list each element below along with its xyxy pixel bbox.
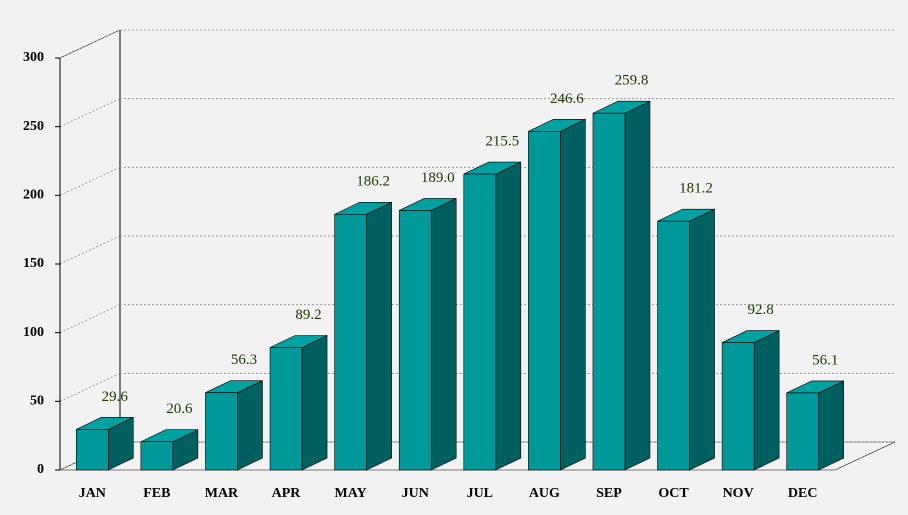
y-tick-label: 250 [23, 119, 44, 134]
bar-side [366, 201, 392, 471]
grid-line [59, 98, 121, 128]
bar-side [560, 118, 586, 471]
value-label: 89.2 [295, 307, 321, 323]
value-label: 29.6 [102, 389, 129, 405]
x-tick-label: SEP [596, 486, 622, 501]
x-tick-label: OCT [658, 486, 689, 501]
bar [75, 429, 109, 471]
bar [334, 213, 367, 471]
bar [269, 347, 303, 471]
bar [657, 220, 690, 471]
value-label: 259.8 [615, 73, 649, 89]
x-tick-label: JAN [79, 486, 106, 501]
value-label: 56.1 [812, 352, 838, 368]
value-label: 215.5 [485, 133, 519, 149]
bar-side [495, 161, 522, 471]
grid-line [59, 166, 121, 196]
x-tick-label: APR [272, 486, 302, 501]
bar [528, 131, 561, 471]
y-tick-label: 0 [37, 462, 44, 477]
x-tick-label: MAY [335, 486, 367, 501]
x-tick-label: FEB [143, 486, 170, 501]
bar [463, 173, 497, 471]
value-label: 246.6 [550, 91, 584, 107]
bar-side [301, 335, 328, 471]
y-tick-label: 150 [23, 256, 44, 271]
grid-line [59, 304, 121, 334]
bar-side [237, 380, 263, 471]
value-label: 56.3 [231, 352, 257, 368]
bar [205, 392, 238, 471]
y-tick-label: 100 [23, 325, 44, 340]
bar-side [430, 197, 457, 471]
bar [592, 112, 626, 471]
bar [721, 342, 755, 471]
value-label: 181.2 [679, 181, 713, 197]
value-label: 20.6 [166, 401, 193, 417]
bars [75, 100, 845, 471]
bar [140, 441, 174, 471]
grid-line [59, 372, 121, 402]
value-label: 189.0 [421, 170, 455, 186]
bar [398, 210, 432, 471]
bar-side [753, 330, 780, 471]
bar [786, 392, 820, 471]
x-tick-label: JUL [467, 486, 493, 501]
value-label: 92.8 [748, 302, 774, 318]
value-label: 186.2 [356, 174, 390, 190]
bar-side [624, 100, 651, 471]
x-tick-label: AUG [529, 486, 560, 501]
x-tick-label: JUN [402, 486, 429, 501]
bar-side [689, 208, 715, 471]
bar-side [818, 380, 845, 471]
y-tick-label: 300 [23, 50, 44, 65]
x-tick-label: DEC [788, 486, 818, 501]
x-tick-label: MAR [205, 486, 239, 501]
x-tick-label: NOV [723, 486, 754, 501]
y-tick-label: 50 [30, 394, 44, 409]
grid-line [59, 29, 121, 59]
grid-line [59, 235, 121, 265]
y-tick-label: 200 [23, 188, 44, 203]
